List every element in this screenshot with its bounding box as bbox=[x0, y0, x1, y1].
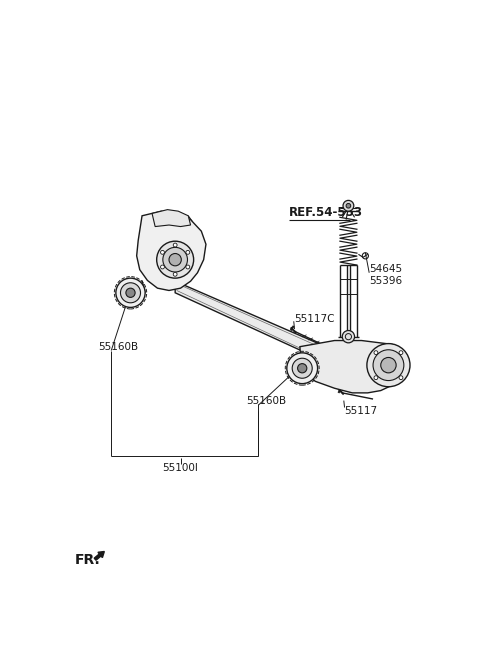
Circle shape bbox=[161, 265, 165, 269]
Polygon shape bbox=[137, 211, 206, 291]
Circle shape bbox=[163, 247, 188, 272]
Polygon shape bbox=[175, 281, 335, 366]
Text: 55160B: 55160B bbox=[98, 342, 138, 352]
Text: 55100I: 55100I bbox=[163, 462, 199, 472]
Circle shape bbox=[399, 376, 403, 380]
Text: FR.: FR. bbox=[75, 553, 101, 567]
Circle shape bbox=[186, 251, 190, 255]
Polygon shape bbox=[300, 340, 400, 393]
Circle shape bbox=[287, 353, 318, 384]
Circle shape bbox=[373, 350, 404, 380]
Circle shape bbox=[374, 351, 378, 354]
Circle shape bbox=[374, 376, 378, 380]
Text: 54645
55396: 54645 55396 bbox=[369, 264, 402, 286]
Circle shape bbox=[342, 331, 355, 343]
Circle shape bbox=[343, 200, 354, 211]
Circle shape bbox=[367, 344, 410, 387]
Circle shape bbox=[169, 253, 181, 266]
Circle shape bbox=[292, 358, 312, 379]
Circle shape bbox=[156, 241, 193, 278]
Circle shape bbox=[173, 272, 177, 276]
Circle shape bbox=[186, 265, 190, 269]
Text: 55160B: 55160B bbox=[246, 396, 286, 405]
Circle shape bbox=[381, 358, 396, 373]
Text: 55117: 55117 bbox=[345, 406, 378, 417]
Circle shape bbox=[298, 363, 307, 373]
Circle shape bbox=[116, 278, 145, 308]
Text: 55117C: 55117C bbox=[294, 314, 334, 324]
Polygon shape bbox=[152, 210, 191, 226]
Circle shape bbox=[120, 283, 141, 303]
Circle shape bbox=[399, 351, 403, 354]
Circle shape bbox=[126, 288, 135, 297]
Circle shape bbox=[173, 243, 177, 247]
Circle shape bbox=[346, 203, 351, 208]
Text: REF.54-553: REF.54-553 bbox=[289, 206, 363, 219]
Circle shape bbox=[161, 251, 165, 255]
FancyArrow shape bbox=[94, 552, 104, 560]
